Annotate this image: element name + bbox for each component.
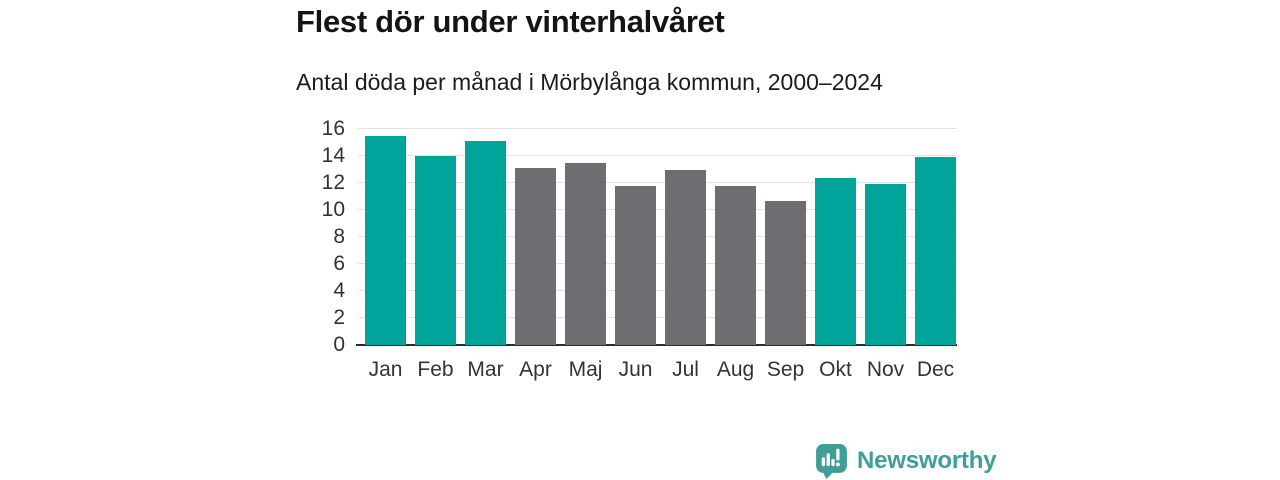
bar-mar xyxy=(465,141,506,345)
gridline-y-6 xyxy=(358,263,957,264)
chart-title: Flest dör under vinterhalvåret xyxy=(296,4,725,39)
y-tick-label-0: 0 xyxy=(333,333,345,356)
y-tick-label-14: 14 xyxy=(321,144,345,167)
x-label-nov: Nov xyxy=(866,358,905,381)
gridline-y-10 xyxy=(358,209,957,210)
newsworthy-logo: Newsworthy xyxy=(813,442,997,479)
bar-dec xyxy=(915,157,956,345)
x-label-apr: Apr xyxy=(519,358,552,381)
y-tick-label-12: 12 xyxy=(321,171,345,194)
gridline-y-16 xyxy=(358,128,957,129)
chart-subtitle: Antal döda per månad i Mörbylånga kommun… xyxy=(296,69,883,95)
bar-jun xyxy=(615,185,656,345)
x-label-maj: Maj xyxy=(568,358,603,381)
newsworthy-wordmark: Newsworthy xyxy=(857,446,997,474)
bar-aug xyxy=(715,185,756,345)
bar-feb xyxy=(415,156,456,345)
x-label-aug: Aug xyxy=(716,358,755,381)
gridline-y-4 xyxy=(358,290,957,291)
x-label-mar: Mar xyxy=(467,358,504,381)
bar-nov xyxy=(865,184,906,345)
gridline-y-2 xyxy=(358,317,957,318)
x-label-feb: Feb xyxy=(417,358,454,381)
x-label-jan: Jan xyxy=(368,358,403,381)
x-label-jun: Jun xyxy=(618,358,653,381)
y-tick-label-6: 6 xyxy=(333,252,345,275)
bar-sep xyxy=(765,200,806,345)
bar-jul xyxy=(665,169,706,345)
y-tick-label-8: 8 xyxy=(333,225,345,248)
x-label-dec: Dec xyxy=(916,358,955,381)
y-tick-label-4: 4 xyxy=(333,279,345,302)
x-label-sep: Sep xyxy=(766,358,805,381)
y-tick-label-16: 16 xyxy=(321,117,345,140)
plot-area: 0 2 4 6 8 10 12 14 16 Jan Feb Mar Apr Maj Jun Jul Aug Sep… xyxy=(322,117,957,381)
bar-apr xyxy=(515,168,556,345)
y-tick-label-10: 10 xyxy=(321,198,345,221)
y-tick-label-2: 2 xyxy=(333,306,345,329)
x-label-jul: Jul xyxy=(672,358,699,381)
bar-maj xyxy=(565,162,606,345)
x-axis-line xyxy=(356,344,957,346)
newsworthy-icon xyxy=(816,444,847,479)
bar-okt xyxy=(815,177,856,345)
gridline-y-8 xyxy=(358,236,957,237)
x-label-okt: Okt xyxy=(819,358,852,381)
gridline-y-12 xyxy=(358,182,957,183)
bar-jan xyxy=(365,135,406,345)
gridline-y-14 xyxy=(358,155,957,156)
